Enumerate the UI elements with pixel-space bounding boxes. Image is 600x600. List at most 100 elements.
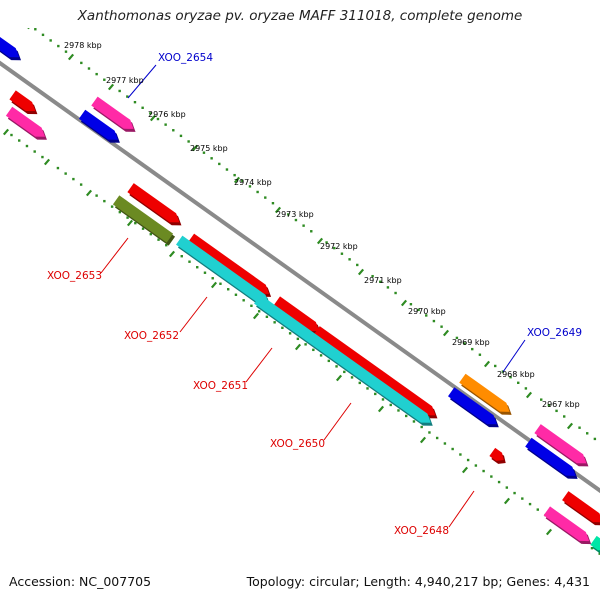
tick-dot xyxy=(57,44,60,48)
tick-dot xyxy=(302,224,305,227)
gene-label[interactable]: XOO_2651 xyxy=(193,380,248,392)
tick-dot xyxy=(371,274,374,278)
tick-dot xyxy=(389,403,392,407)
tick-dot xyxy=(356,263,359,267)
genome-summary-text: Topology: circular; Length: 4,940,217 bp… xyxy=(246,574,590,589)
tick-dot xyxy=(226,288,230,291)
tick-dot xyxy=(256,190,259,194)
accession-text: Accession: NC_007705 xyxy=(9,574,152,589)
tick-dot xyxy=(133,100,137,104)
tick-dot xyxy=(374,392,377,396)
major-tick xyxy=(461,466,469,474)
major-tick xyxy=(294,343,302,351)
tick-dot xyxy=(248,185,252,188)
tick-dot xyxy=(435,436,439,440)
feature-body xyxy=(448,387,497,425)
red-feature-mid[interactable] xyxy=(187,233,272,297)
gene-xoo-2652[interactable] xyxy=(176,235,271,307)
orange-feature[interactable] xyxy=(459,373,512,415)
tick-dot xyxy=(386,286,390,289)
blue-feature-left-top[interactable] xyxy=(0,34,22,61)
tick-dot xyxy=(586,432,589,435)
magenta-feature-bottom-right[interactable] xyxy=(543,506,592,545)
feature-body xyxy=(534,424,587,464)
gene-label[interactable]: XOO_2654 xyxy=(158,52,213,64)
major-tick xyxy=(377,405,385,413)
kbp-label: 2973 kbp xyxy=(276,210,314,219)
gene-label[interactable]: XOO_2653 xyxy=(47,270,102,282)
tick-dot xyxy=(149,112,152,115)
magenta-feature-left[interactable] xyxy=(5,106,47,140)
tick-dot xyxy=(141,227,145,230)
feature-body xyxy=(91,96,134,129)
tick-dot xyxy=(310,230,313,233)
tick-dot xyxy=(432,319,436,323)
tick-dot xyxy=(79,183,83,186)
magenta-feature-2654-area[interactable] xyxy=(91,96,136,132)
gene-xoo-2654[interactable] xyxy=(78,109,120,143)
tick-dot xyxy=(428,431,431,434)
red-feature-bottom-right[interactable] xyxy=(562,491,600,526)
feature-body xyxy=(78,109,118,140)
kbp-label: 2979 kbp xyxy=(23,7,61,16)
tick-dot xyxy=(425,314,428,317)
major-tick xyxy=(503,497,511,505)
gene-xoo-2653[interactable] xyxy=(112,195,176,246)
kbp-label: 2969 kbp xyxy=(452,338,490,347)
tick-dot xyxy=(233,173,236,177)
leader-line xyxy=(323,402,352,441)
tick-dot xyxy=(536,508,539,511)
leader-line xyxy=(127,64,157,99)
tick-dot xyxy=(41,155,44,159)
tick-dot xyxy=(25,144,29,148)
tick-dot xyxy=(474,464,478,467)
tick-dot xyxy=(333,246,336,250)
red-feature-upper[interactable] xyxy=(127,183,182,226)
tick-dot xyxy=(281,326,284,330)
feature-body xyxy=(590,535,600,551)
tick-dot xyxy=(304,343,307,346)
tick-dot xyxy=(18,139,21,142)
blue-feature-right[interactable] xyxy=(525,437,578,479)
gene-label[interactable]: XOO_2650 xyxy=(270,438,325,450)
feature-layer xyxy=(0,34,600,554)
tick-dot xyxy=(95,194,98,197)
tick-dot xyxy=(273,321,276,324)
tick-dot xyxy=(64,172,67,175)
tick-dot xyxy=(358,381,361,385)
red-feature-lower[interactable] xyxy=(273,296,322,335)
tick-dot xyxy=(87,67,91,70)
kbp-label: 2970 kbp xyxy=(408,307,446,316)
tick-dot xyxy=(348,258,351,261)
tick-dot xyxy=(578,426,581,429)
tick-dot xyxy=(287,213,290,216)
tick-dot xyxy=(219,282,222,285)
tick-dot xyxy=(590,546,594,550)
major-tick xyxy=(566,422,574,430)
gene-xoo-2648[interactable] xyxy=(489,447,506,464)
red-feature-left[interactable] xyxy=(9,90,38,115)
teal-feature-corner[interactable] xyxy=(590,535,600,554)
gene-xoo-2651[interactable] xyxy=(313,326,438,419)
gene-xoo-2650[interactable] xyxy=(254,294,433,426)
tick-dot xyxy=(210,157,213,160)
kbp-label: 2967 kbp xyxy=(542,400,580,409)
tick-dot xyxy=(379,280,382,283)
leader-line xyxy=(502,339,526,373)
feature-body xyxy=(562,491,600,523)
tick-dot xyxy=(417,308,420,312)
gene-label[interactable]: XOO_2649 xyxy=(527,327,582,339)
gene-label[interactable]: XOO_2652 xyxy=(124,330,179,342)
gene-xoo-2649[interactable] xyxy=(448,387,499,428)
gene-label[interactable]: XOO_2648 xyxy=(394,525,449,537)
major-tick xyxy=(525,391,533,399)
major-tick xyxy=(168,250,176,258)
tick-dot xyxy=(265,315,269,319)
tick-dot xyxy=(350,376,354,379)
magenta-feature-right[interactable] xyxy=(534,424,589,467)
tick-dot xyxy=(494,364,497,368)
tick-dot xyxy=(180,255,183,258)
tick-dot xyxy=(593,437,597,441)
tick-dot xyxy=(188,260,191,263)
